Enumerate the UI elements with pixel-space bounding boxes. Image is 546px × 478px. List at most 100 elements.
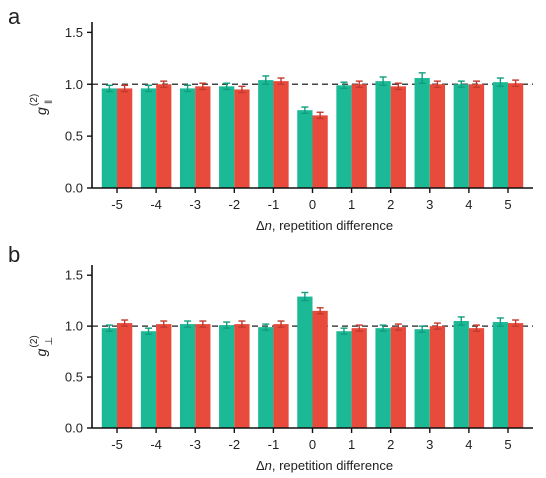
bar-series-1-3 bbox=[414, 329, 430, 428]
bar-series-2-4 bbox=[468, 84, 485, 188]
x-tick-label: 2 bbox=[387, 197, 394, 212]
error-bar-series-2-0 bbox=[316, 111, 324, 120]
bar-series-1--2 bbox=[219, 325, 235, 428]
x-tick-label: -5 bbox=[111, 197, 123, 212]
bar-series-2-5 bbox=[507, 323, 524, 428]
error-bar-series-1--2 bbox=[223, 321, 231, 329]
bar-series-1-1 bbox=[336, 331, 352, 428]
error-bar-series-1-2 bbox=[379, 324, 387, 332]
y-axis-label-symbol: g bbox=[33, 107, 49, 115]
chart-panel-b: b 0.0 0.5 1.0 1.5 -5 -4 -3 -2 -1 0 1 2 3 4 5 Δn, repetit… bbox=[8, 242, 533, 473]
x-tick-label: -3 bbox=[189, 437, 201, 452]
error-bar-series-2-1 bbox=[355, 324, 363, 332]
y-tick-label: 0.5 bbox=[65, 370, 83, 385]
y-axis-label: g(2) ‖ bbox=[29, 94, 55, 115]
panel-label: a bbox=[8, 4, 21, 29]
bar-series-2--2 bbox=[234, 324, 250, 428]
error-bar-series-1--3 bbox=[184, 320, 192, 328]
error-bar-series-2-4 bbox=[473, 80, 481, 89]
y-tick-label: 0.0 bbox=[65, 181, 83, 196]
x-tick-label: 1 bbox=[348, 197, 355, 212]
error-bar-series-2-3 bbox=[433, 322, 441, 330]
error-bar-series-2-3 bbox=[433, 80, 441, 89]
error-bar-series-1-3 bbox=[418, 325, 426, 333]
x-tick-label: -3 bbox=[189, 197, 201, 212]
bar-series-2-2 bbox=[390, 327, 406, 428]
error-bar-series-1-1 bbox=[340, 327, 348, 335]
y-tick-label: 0.0 bbox=[65, 421, 83, 436]
error-bar-series-2--5 bbox=[121, 84, 129, 93]
bar-series-1-0 bbox=[297, 110, 313, 188]
bar-series-2--5 bbox=[117, 88, 133, 188]
error-bar-series-2--4 bbox=[160, 320, 168, 328]
bar-series-2-2 bbox=[390, 86, 406, 188]
x-axis-label: Δn, repetition difference bbox=[256, 218, 393, 233]
bar-series-2-1 bbox=[351, 328, 367, 428]
bar-series-1--4 bbox=[140, 331, 157, 428]
y-axis-label-superscript: (2) bbox=[29, 94, 40, 106]
y-axis-label: g (2) ⊥ bbox=[29, 335, 55, 356]
bar-series-1--2 bbox=[219, 86, 235, 188]
x-tick-label: 5 bbox=[504, 197, 511, 212]
error-bar-series-2-4 bbox=[473, 324, 481, 332]
x-tick-label: 1 bbox=[348, 437, 355, 452]
x-tick-label: 2 bbox=[387, 437, 394, 452]
bar-series-1--5 bbox=[101, 328, 118, 428]
x-tick-label: -2 bbox=[229, 437, 241, 452]
x-tick-label: 3 bbox=[426, 197, 433, 212]
error-bar-series-2--1 bbox=[277, 77, 285, 85]
bar-series-2--3 bbox=[195, 324, 211, 428]
bar-series-1--1 bbox=[258, 327, 274, 428]
x-tick-label: -4 bbox=[150, 437, 162, 452]
error-bar-series-2--2 bbox=[238, 320, 246, 328]
x-tick-label: -2 bbox=[229, 197, 241, 212]
x-tick-label: -4 bbox=[150, 197, 162, 212]
bar-series-2--4 bbox=[156, 84, 172, 188]
error-bar-series-1-4 bbox=[457, 80, 465, 89]
error-bar-series-1--4 bbox=[144, 327, 152, 335]
y-tick-label: 1.0 bbox=[65, 77, 83, 92]
x-tick-label: 5 bbox=[504, 437, 511, 452]
bar-series-1--5 bbox=[101, 88, 118, 188]
x-tick-label: 4 bbox=[465, 197, 472, 212]
bar-series-2--2 bbox=[234, 89, 250, 188]
bar-series-1-5 bbox=[492, 322, 508, 428]
error-bar-series-1--1 bbox=[262, 323, 270, 331]
bar-series-1--3 bbox=[179, 324, 196, 428]
bar-series-1-2 bbox=[375, 328, 391, 428]
bar-series-1-4 bbox=[453, 84, 469, 188]
error-bar-series-2--5 bbox=[121, 319, 129, 327]
bar-series-2--3 bbox=[195, 86, 211, 188]
y-axis-label-subscript: ‖ bbox=[44, 100, 55, 104]
error-bar-series-2--3 bbox=[199, 320, 207, 328]
error-bar-series-1--2 bbox=[223, 82, 231, 91]
bar-series-2-1 bbox=[351, 84, 367, 188]
bar-series-2-0 bbox=[312, 115, 328, 188]
y-tick-label: 0.5 bbox=[65, 129, 83, 144]
error-bar-series-2--4 bbox=[160, 80, 168, 89]
error-bar-series-1--5 bbox=[105, 84, 113, 93]
bar-series-1--3 bbox=[179, 88, 196, 188]
bar-series-2--5 bbox=[117, 323, 133, 428]
y-tick-label: 1.5 bbox=[65, 268, 83, 283]
error-bar-series-2-5 bbox=[512, 79, 520, 88]
error-bar-series-2-2 bbox=[394, 82, 402, 91]
bar-series-1--4 bbox=[140, 88, 157, 188]
bar-series-1-4 bbox=[453, 321, 469, 428]
error-bar-series-2-0 bbox=[316, 307, 324, 315]
error-bar-series-2--3 bbox=[199, 82, 207, 91]
bar-series-2-0 bbox=[312, 310, 328, 428]
bar-series-2--1 bbox=[273, 81, 289, 188]
y-tick-label: 1.0 bbox=[65, 319, 83, 334]
error-bar-series-1-0 bbox=[301, 291, 309, 302]
x-tick-label: 0 bbox=[309, 197, 316, 212]
bar-series-2-5 bbox=[507, 83, 524, 188]
panel-label: b bbox=[8, 242, 20, 267]
error-bar-series-1-5 bbox=[496, 317, 504, 327]
bar-series-1-1 bbox=[336, 85, 352, 188]
bar-series-1-0 bbox=[297, 296, 313, 428]
error-bar-series-1-2 bbox=[379, 76, 387, 86]
error-bar-series-1-3 bbox=[418, 72, 426, 84]
bar-series-2-4 bbox=[468, 328, 485, 428]
